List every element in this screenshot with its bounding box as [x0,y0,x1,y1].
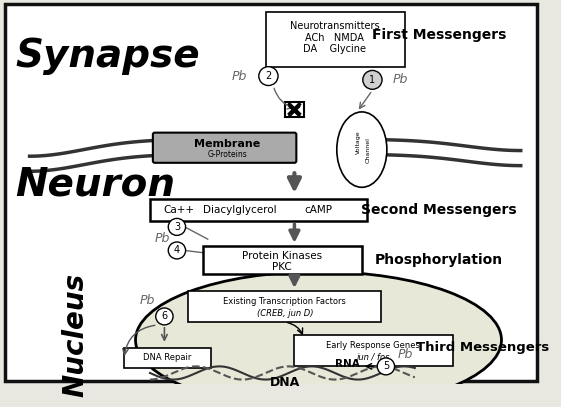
Text: 4: 4 [174,245,180,256]
Text: PKC: PKC [272,263,292,272]
Text: Ca++: Ca++ [163,205,194,215]
Text: First Messengers: First Messengers [372,28,506,42]
Circle shape [168,219,186,235]
Text: Pb: Pb [393,73,408,86]
Text: Pb: Pb [232,70,247,83]
Circle shape [259,67,278,85]
FancyBboxPatch shape [153,133,296,163]
FancyBboxPatch shape [285,101,304,117]
Text: 5: 5 [383,361,389,371]
Text: 3: 3 [174,222,180,232]
Text: Pb: Pb [398,348,413,361]
Text: Nucleus: Nucleus [62,273,90,397]
Text: G-Proteins: G-Proteins [207,150,247,159]
Circle shape [377,358,394,375]
Text: Existing Transcription Factors: Existing Transcription Factors [223,297,346,306]
FancyBboxPatch shape [265,12,405,67]
Circle shape [363,70,382,89]
Text: 2: 2 [265,71,272,81]
Text: ACh   NMDA: ACh NMDA [305,33,364,43]
Text: cAMP: cAMP [305,205,333,215]
Ellipse shape [136,271,502,407]
Circle shape [168,242,186,259]
Text: DA    Glycine: DA Glycine [304,44,366,54]
Text: Neurotransmitters: Neurotransmitters [290,22,380,31]
Text: Pb: Pb [139,294,155,307]
FancyBboxPatch shape [203,246,362,274]
FancyBboxPatch shape [150,199,367,221]
Text: Voltage: Voltage [356,130,361,154]
Text: Membrane: Membrane [194,139,260,149]
Text: DNA Repair: DNA Repair [143,353,191,362]
Text: Third Messengers: Third Messengers [416,341,549,354]
FancyBboxPatch shape [124,348,210,368]
Text: RNA: RNA [335,359,360,369]
Ellipse shape [337,112,387,187]
Text: Early Response Genes: Early Response Genes [327,341,420,350]
Text: DNA: DNA [270,376,300,389]
FancyBboxPatch shape [295,335,453,366]
FancyBboxPatch shape [4,4,537,381]
Text: 6: 6 [162,311,168,322]
Text: jun / fos: jun / fos [357,353,390,362]
Text: Second Messengers: Second Messengers [361,203,517,217]
Text: Channel: Channel [366,137,371,162]
Text: Diacylglycerol: Diacylglycerol [203,205,277,215]
Text: Protein Kinases: Protein Kinases [242,251,322,261]
Text: 1: 1 [369,75,375,85]
Text: Phosphorylation: Phosphorylation [375,253,503,267]
Text: Pb: Pb [155,232,170,245]
Text: (CREB, jun D): (CREB, jun D) [256,309,313,318]
Circle shape [156,308,173,325]
Text: Neuron: Neuron [15,166,175,204]
FancyBboxPatch shape [188,291,381,322]
Text: Synapse: Synapse [15,37,200,74]
